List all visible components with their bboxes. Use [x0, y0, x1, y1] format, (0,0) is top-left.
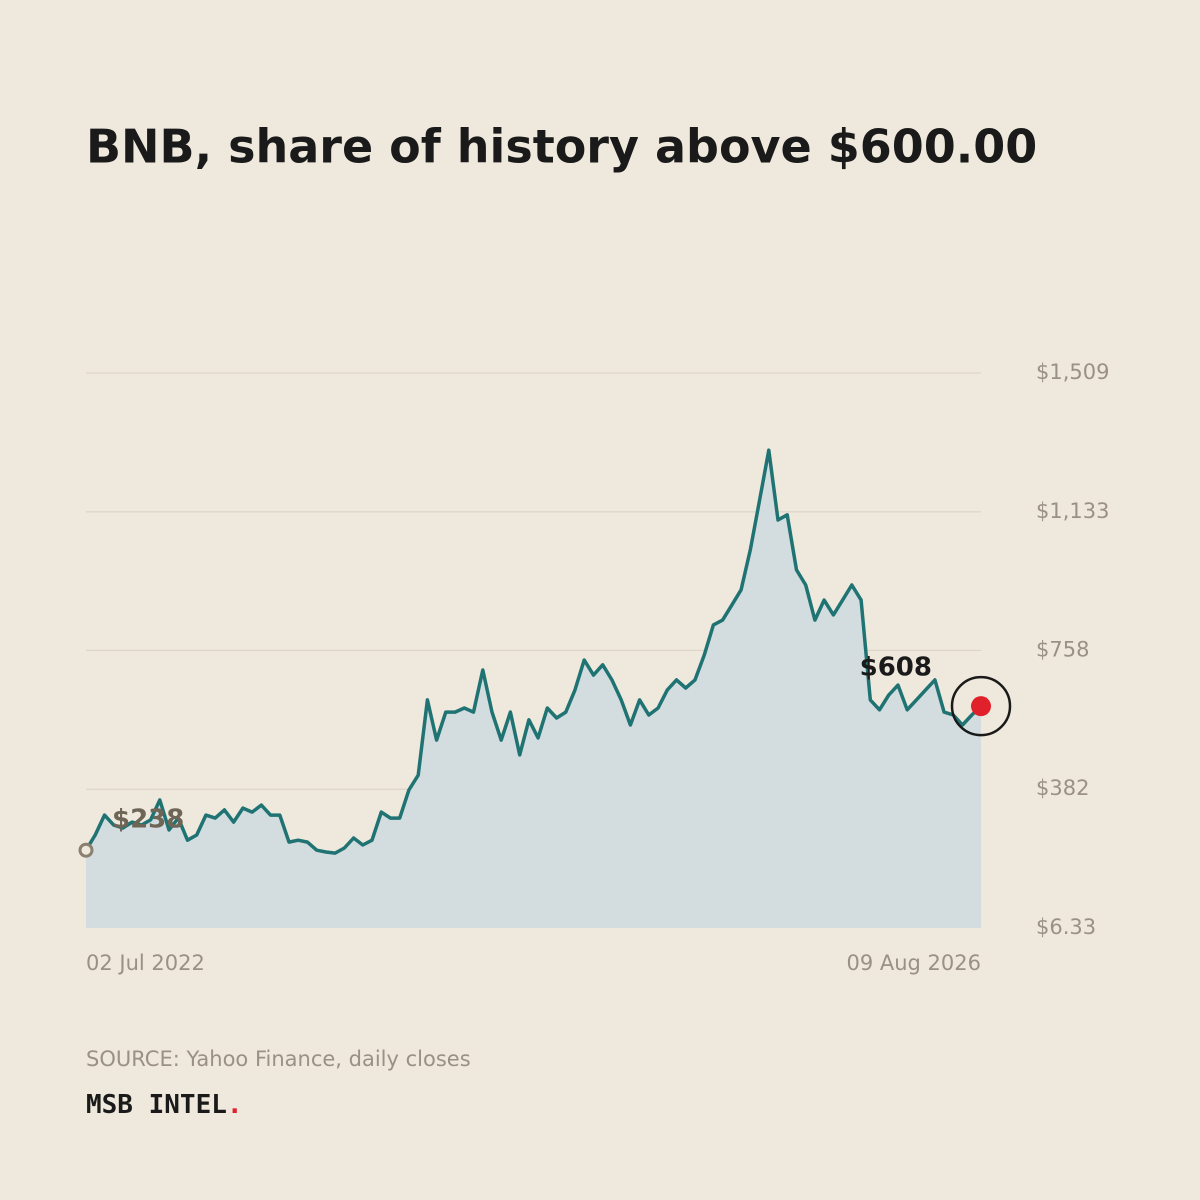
area [86, 450, 981, 928]
y-tick-label: $6.33 [1036, 915, 1096, 939]
end-ring [950, 675, 1012, 737]
annotation: $238 [112, 805, 184, 835]
end-point [971, 696, 991, 717]
y-tick-label: $1,133 [1036, 499, 1109, 523]
annotation: $608 [860, 653, 932, 683]
source: SOURCE: Yahoo Finance, daily closes [86, 1047, 471, 1071]
y-tick-label: $1,509 [1036, 360, 1109, 384]
brand-name: MSB INTEL [86, 1090, 227, 1120]
chart-title: BNB, share of history above $600.00 [86, 120, 1037, 174]
y-tick-label: $382 [1036, 776, 1089, 800]
line [84, 448, 983, 855]
x-tick-label: 02 Jul 2022 [86, 951, 205, 975]
brand-mark: . [227, 1090, 243, 1120]
y-tick-label: $758 [1036, 637, 1089, 661]
brand: MSB INTEL. [86, 1090, 243, 1120]
x-tick-label: 09 Aug 2026 [846, 951, 981, 975]
start-point [78, 842, 94, 858]
